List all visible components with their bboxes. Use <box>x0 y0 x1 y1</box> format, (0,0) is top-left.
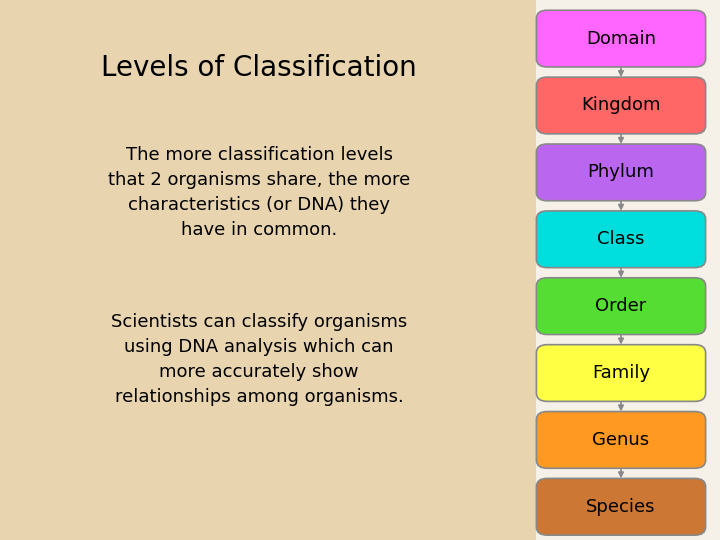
FancyBboxPatch shape <box>536 478 706 535</box>
FancyBboxPatch shape <box>536 77 706 134</box>
Text: The more classification levels
that 2 organisms share, the more
characteristics : The more classification levels that 2 or… <box>108 146 410 239</box>
Text: Genus: Genus <box>593 431 649 449</box>
FancyBboxPatch shape <box>536 10 706 67</box>
FancyBboxPatch shape <box>536 0 720 540</box>
Text: Levels of Classification: Levels of Classification <box>102 54 417 82</box>
Text: Scientists can classify organisms
using DNA analysis which can
more accurately s: Scientists can classify organisms using … <box>111 313 408 406</box>
FancyBboxPatch shape <box>536 345 706 401</box>
FancyBboxPatch shape <box>536 411 706 468</box>
Text: Order: Order <box>595 297 647 315</box>
Text: Phylum: Phylum <box>588 164 654 181</box>
Text: Species: Species <box>586 498 656 516</box>
FancyBboxPatch shape <box>536 211 706 268</box>
FancyBboxPatch shape <box>536 278 706 334</box>
Text: Family: Family <box>592 364 650 382</box>
Text: Class: Class <box>598 230 644 248</box>
Text: Kingdom: Kingdom <box>581 97 661 114</box>
FancyBboxPatch shape <box>536 144 706 201</box>
Text: Domain: Domain <box>586 30 656 48</box>
